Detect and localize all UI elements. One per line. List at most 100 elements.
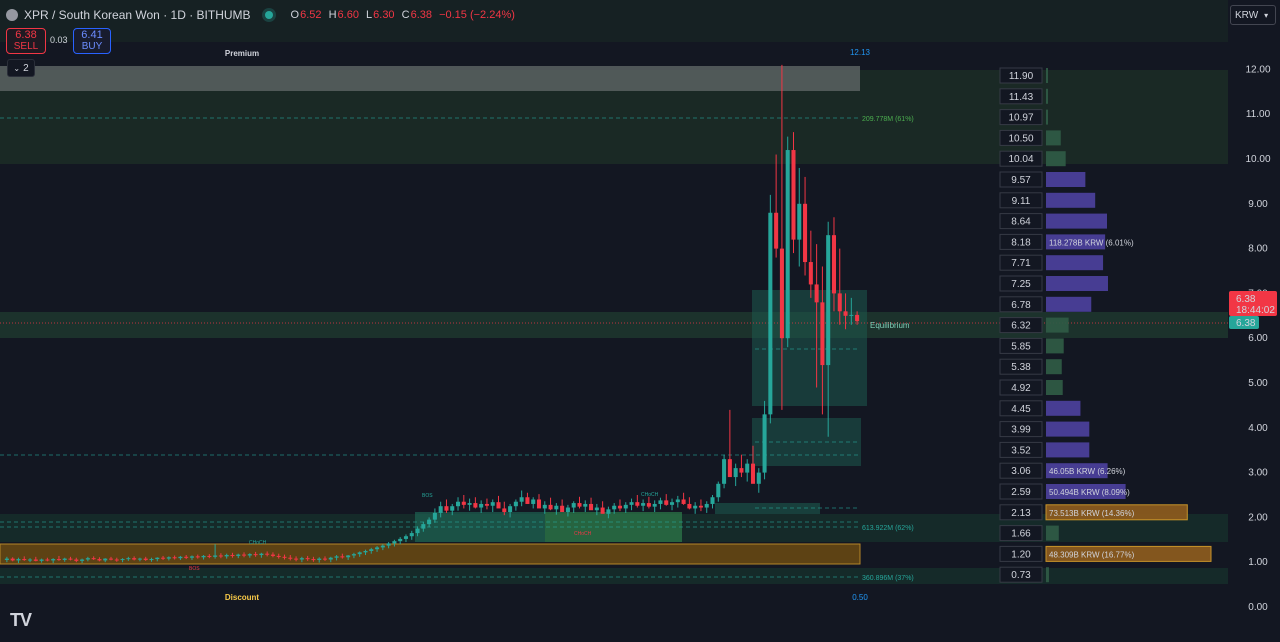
candle-body (265, 553, 270, 555)
candle-body (646, 503, 651, 507)
candle-body (826, 235, 831, 366)
bos-label: BOS (422, 493, 433, 499)
y-axis-tick-label: 5.00 (1248, 378, 1268, 389)
candle-body (68, 558, 73, 560)
candle-body (762, 414, 767, 473)
candle-body (184, 556, 189, 558)
candle-body (299, 558, 304, 560)
discount-orange-box (0, 543, 861, 565)
volume-profile-bar (1046, 421, 1090, 437)
y-axis-tick-label: 3.00 (1248, 468, 1268, 479)
candle-body (606, 509, 611, 514)
volume-profile-price: 8.64 (1011, 217, 1031, 228)
candle-body (594, 507, 599, 511)
candle-body (45, 559, 50, 561)
tradingview-logo-icon[interactable]: TV (10, 610, 32, 630)
candle-body (542, 504, 547, 509)
candle-body (525, 497, 530, 504)
candle-body (363, 551, 368, 553)
candle-body (189, 556, 194, 558)
y-axis-tick-label: 9.00 (1248, 199, 1268, 210)
candle-body (259, 553, 264, 556)
currency-label: KRW (1235, 9, 1259, 21)
y-axis-tick-label: 0.00 (1248, 602, 1268, 613)
candle-body (207, 555, 212, 557)
candle-body (22, 559, 27, 561)
candle-body (415, 528, 420, 534)
candle-body (51, 559, 56, 561)
last-price-value: 6.38 (1236, 294, 1256, 305)
buy-price: 6.41 (81, 29, 103, 41)
volume-profile-label: 73.513B KRW (14.36%) (1049, 509, 1135, 518)
candle-body (166, 557, 171, 559)
last-price-tag (1229, 291, 1277, 316)
candle-body (403, 536, 408, 539)
candle-body (398, 538, 403, 542)
candle-body (322, 558, 328, 560)
candle-body (774, 212, 779, 249)
volume-profile-price-box (999, 233, 1043, 250)
indicators-toggle-button[interactable]: ⌄ 2 (7, 59, 35, 77)
candle-body (328, 557, 333, 560)
volume-profile-bar (1046, 359, 1062, 375)
candle-body (450, 506, 455, 511)
candle-body (675, 499, 680, 503)
volume-profile-bar (1046, 317, 1069, 333)
buy-button[interactable]: 6.41 BUY (73, 28, 111, 54)
volume-profile-price: 10.04 (1008, 154, 1033, 165)
volume-profile-price-box (999, 545, 1043, 562)
volume-profile-bar (1046, 296, 1092, 312)
premium-label: Premium (225, 49, 259, 58)
high-label: H (328, 9, 337, 21)
candle-body (126, 558, 131, 560)
candle-body (745, 463, 750, 473)
candle-body (230, 555, 235, 557)
volume-profile-price-box (999, 379, 1043, 396)
volume-profile-price: 2.13 (1011, 508, 1031, 519)
open-label: O (290, 9, 300, 21)
candle-body (137, 558, 142, 560)
market-status-icon[interactable] (264, 11, 273, 19)
volume-profile-bar (1046, 172, 1086, 187)
candle-body (519, 497, 524, 502)
volume-profile-price: 11.43 (1009, 92, 1034, 103)
symbol-title[interactable]: XPR / South Korean Won · 1D · BITHUMB (24, 8, 251, 22)
sell-button[interactable]: 6.38 SELL (6, 28, 46, 54)
candle-body (288, 557, 293, 559)
volume-profile-price-box (999, 192, 1043, 209)
candle-body (565, 507, 570, 513)
fib-mid-label: 613.922M (62%) (862, 525, 914, 532)
candle-body (62, 558, 67, 560)
candle-body (97, 559, 102, 561)
candle-body (739, 468, 744, 473)
change-value: −0.15 (−2.24%) (439, 9, 515, 21)
low-value: 6.30 (373, 9, 395, 21)
volume-profile-price-box (999, 462, 1043, 479)
volume-profile-price: 6.32 (1011, 321, 1031, 332)
volume-profile-bar (1046, 484, 1126, 499)
candle-body (849, 314, 854, 316)
candle-body (392, 541, 397, 544)
volume-profile-price: 9.11 (1012, 196, 1031, 207)
y-axis-tick-label: 12.00 (1245, 64, 1270, 75)
candle-body (768, 212, 773, 415)
volume-profile-price-box (999, 296, 1043, 313)
candle-body (490, 502, 495, 506)
volume-profile-label: 50.494B KRW (8.09%) (1049, 488, 1130, 497)
candle-body (155, 557, 160, 560)
candle-body (74, 559, 79, 561)
candle-body (508, 506, 513, 513)
candle-body (733, 468, 738, 478)
ohlc-values: O6.52 H6.60 L6.30 C6.38 −0.15 (−2.24%) (287, 9, 515, 21)
currency-select[interactable]: KRW ▾ (1230, 5, 1276, 25)
candle-body (531, 499, 536, 504)
close-price-value: 6.38 (1236, 318, 1256, 329)
premium-zone-band-top (0, 0, 1228, 42)
candle-body (589, 503, 594, 511)
volume-profile-bar (1046, 255, 1104, 271)
candle-body (33, 559, 38, 561)
xpr-logo-icon (6, 9, 18, 21)
volume-profile-price: 7.71 (1011, 258, 1031, 269)
volume-profile-label: 118.278B KRW (6.01%) (1049, 238, 1134, 247)
